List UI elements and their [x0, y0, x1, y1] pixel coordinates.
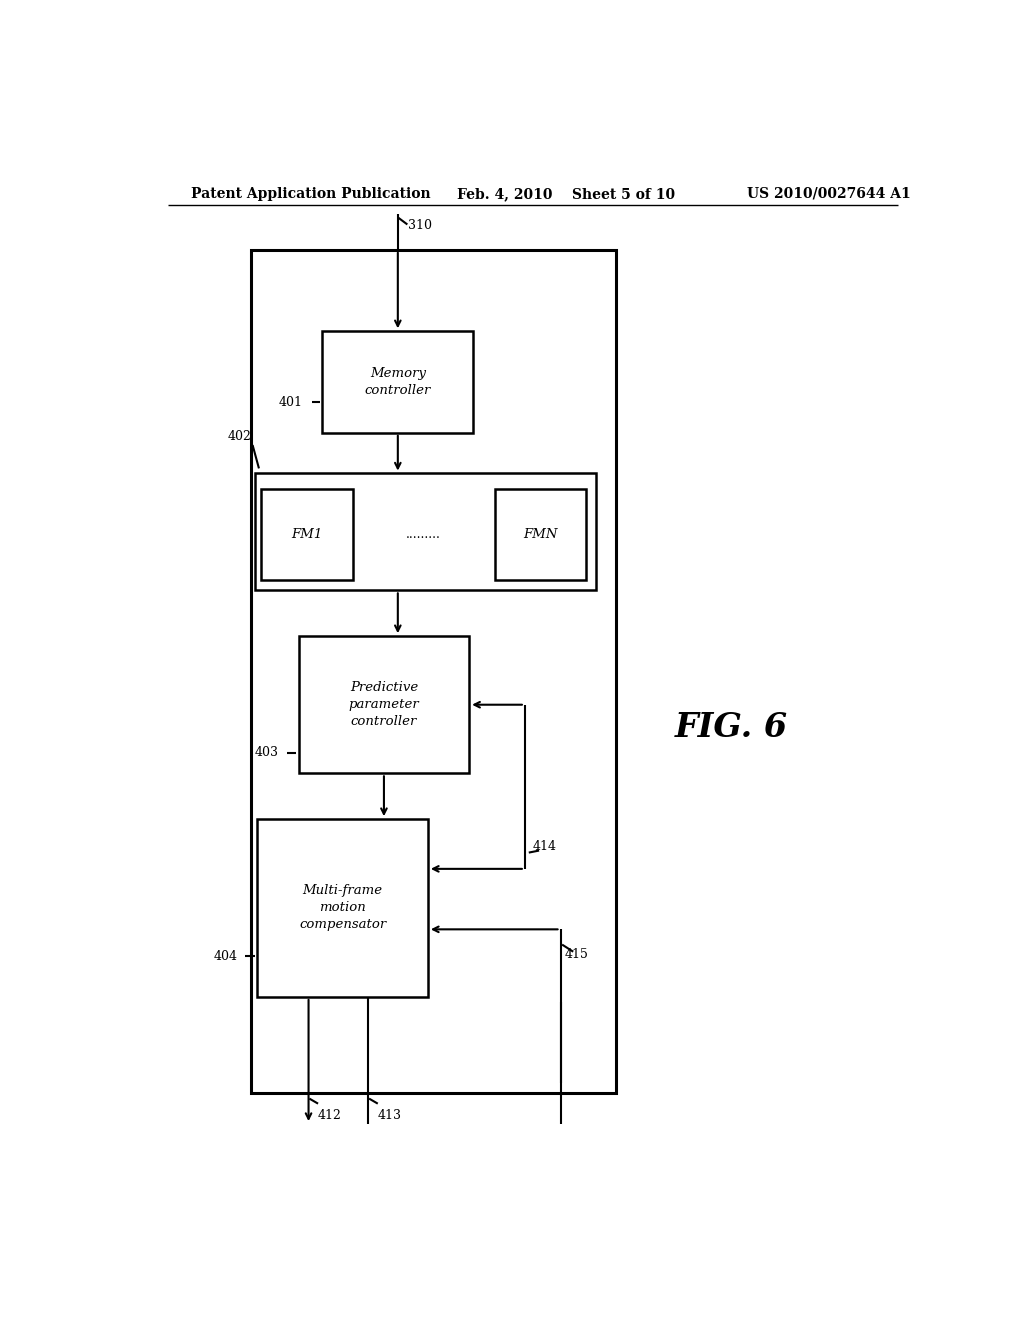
Text: 310: 310: [409, 219, 432, 232]
Bar: [323, 331, 473, 433]
Text: Memory
controller: Memory controller: [365, 367, 431, 397]
Text: 413: 413: [378, 1109, 401, 1122]
Bar: [495, 488, 586, 581]
Bar: [257, 818, 428, 997]
Text: Patent Application Publication: Patent Application Publication: [191, 187, 431, 201]
Text: US 2010/0027644 A1: US 2010/0027644 A1: [748, 187, 910, 201]
Text: FIG. 6: FIG. 6: [675, 711, 787, 744]
Text: .........: .........: [407, 528, 441, 541]
Bar: [251, 249, 616, 1093]
Text: 414: 414: [532, 840, 557, 853]
Text: FM1: FM1: [292, 528, 323, 541]
Bar: [255, 474, 596, 590]
Text: 404: 404: [214, 950, 238, 962]
Text: 402: 402: [227, 430, 251, 444]
Text: Predictive
parameter
controller: Predictive parameter controller: [348, 681, 419, 729]
Text: 412: 412: [318, 1109, 342, 1122]
Text: Multi-frame
motion
compensator: Multi-frame motion compensator: [299, 884, 386, 932]
Text: 415: 415: [564, 948, 589, 961]
Text: 401: 401: [279, 396, 303, 409]
Text: Feb. 4, 2010    Sheet 5 of 10: Feb. 4, 2010 Sheet 5 of 10: [458, 187, 676, 201]
Text: 403: 403: [255, 747, 279, 759]
Text: FMN: FMN: [523, 528, 557, 541]
Bar: [299, 636, 469, 774]
Bar: [261, 488, 352, 581]
